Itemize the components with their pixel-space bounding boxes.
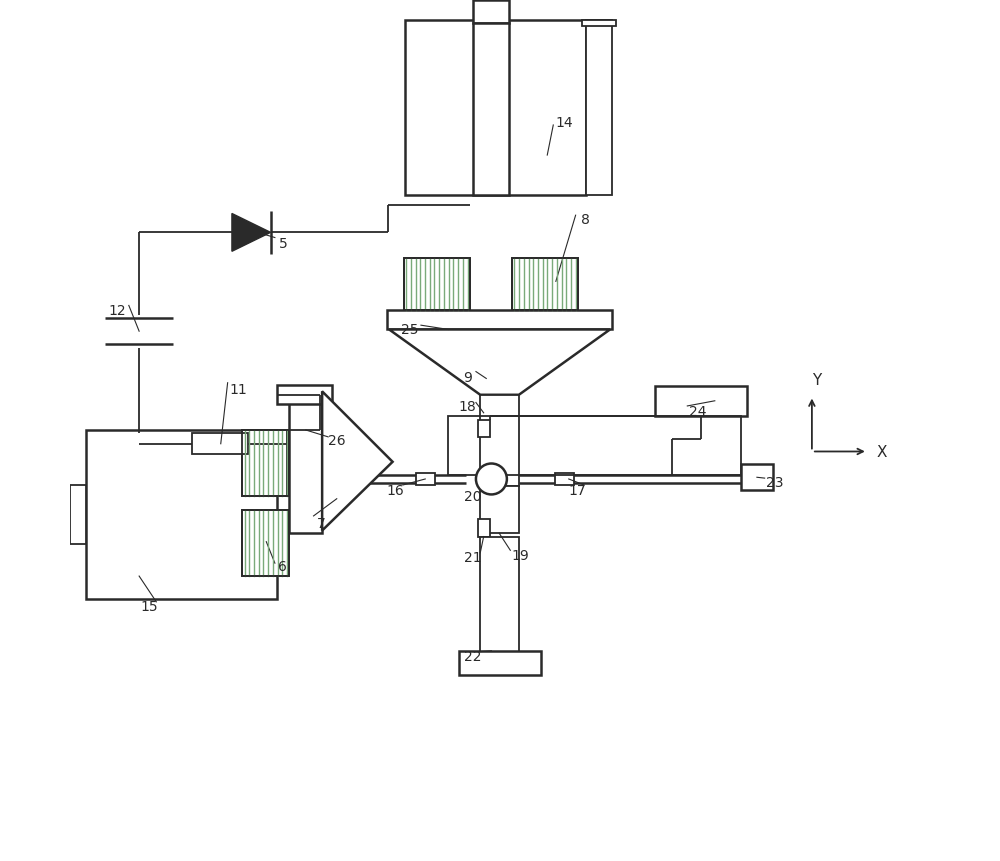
Bar (480, 395, 519, 486)
Bar (416, 474, 435, 486)
Bar (741, 465, 773, 491)
Bar (480, 537, 519, 653)
Polygon shape (232, 214, 271, 252)
Text: 8: 8 (581, 214, 590, 227)
Text: 24: 24 (689, 405, 706, 418)
Text: 26: 26 (328, 434, 346, 448)
Bar (478, 520, 490, 537)
Bar (70, 486, 86, 545)
Bar (555, 474, 574, 486)
Bar (448, 417, 741, 475)
Text: 18: 18 (458, 400, 476, 413)
Text: 21: 21 (464, 550, 481, 565)
Polygon shape (322, 392, 393, 531)
Bar (582, 22, 616, 28)
Text: X: X (876, 444, 887, 460)
Text: 19: 19 (512, 548, 529, 562)
Text: Y: Y (812, 373, 821, 387)
Circle shape (476, 464, 507, 495)
Bar (586, 22, 612, 195)
Bar (242, 511, 289, 576)
Text: 20: 20 (464, 490, 481, 504)
Text: 11: 11 (229, 382, 247, 396)
Text: 25: 25 (401, 322, 419, 337)
Text: 17: 17 (569, 484, 586, 498)
Bar (473, 24, 509, 195)
Bar (289, 394, 322, 534)
Text: 7: 7 (317, 517, 326, 530)
Polygon shape (389, 330, 610, 395)
Bar (86, 430, 277, 599)
Bar (405, 22, 586, 195)
Text: 23: 23 (766, 475, 784, 489)
Bar (512, 259, 578, 310)
Text: 15: 15 (141, 599, 158, 613)
Bar (387, 310, 612, 330)
Text: 14: 14 (556, 116, 573, 130)
Bar (480, 486, 519, 534)
Bar (512, 259, 578, 310)
Text: 9: 9 (463, 370, 472, 384)
Bar (655, 387, 747, 417)
Bar (277, 386, 332, 405)
Bar (192, 434, 248, 455)
Text: 5: 5 (279, 237, 288, 251)
Text: 6: 6 (278, 559, 287, 573)
Bar (242, 511, 289, 576)
Bar (404, 259, 470, 310)
Text: 16: 16 (386, 484, 404, 498)
Bar (242, 430, 289, 497)
Bar (478, 420, 490, 437)
Text: 22: 22 (464, 649, 481, 663)
Bar (459, 651, 541, 675)
Bar (242, 430, 289, 497)
Bar (404, 259, 470, 310)
Bar (473, 2, 509, 24)
Text: 12: 12 (109, 303, 126, 318)
